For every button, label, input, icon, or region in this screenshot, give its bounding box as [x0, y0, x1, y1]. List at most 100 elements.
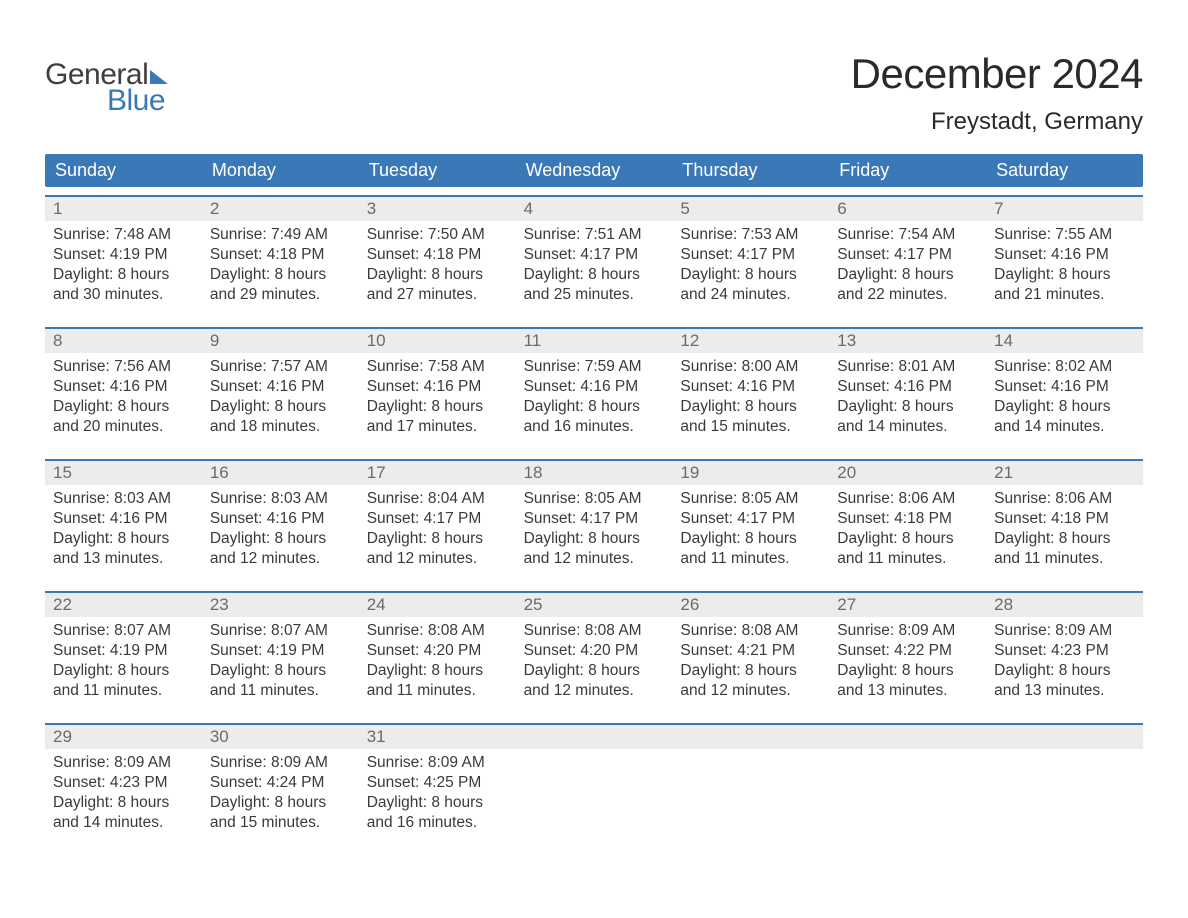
day-cell: 1 Sunrise: 7:48 AMSunset: 4:19 PMDaylight…	[45, 197, 202, 319]
day-cell: 7Sunrise: 7:55 AMSunset: 4:16 PMDaylight…	[986, 197, 1143, 319]
title-block: December 2024 Freystadt, Germany	[851, 50, 1143, 136]
weekday-thursday: Thursday	[672, 154, 829, 187]
day-number: 13	[829, 329, 986, 353]
info-line: Daylight: 8 hours	[53, 529, 194, 549]
day-info: Sunrise: 8:08 AMSunset: 4:21 PMDaylight:…	[672, 617, 829, 702]
info-line: Sunrise: 8:07 AM	[210, 621, 351, 641]
day-number: 19	[672, 461, 829, 485]
day-info: Sunrise: 8:06 AMSunset: 4:18 PMDaylight:…	[986, 485, 1143, 570]
empty-day-header	[516, 725, 673, 749]
info-line: and 14 minutes.	[994, 417, 1135, 437]
day-info: Sunrise: 7:53 AMSunset: 4:17 PMDaylight:…	[672, 221, 829, 306]
info-line: Sunset: 4:19 PM	[53, 641, 194, 661]
weekday-saturday: Saturday	[986, 154, 1143, 187]
day-number: 1	[45, 197, 202, 221]
info-line: Sunset: 4:25 PM	[367, 773, 508, 793]
day-cell: 3Sunrise: 7:50 AMSunset: 4:18 PMDaylight…	[359, 197, 516, 319]
day-info: Sunrise: 7:57 AMSunset: 4:16 PMDaylight:…	[202, 353, 359, 438]
day-info: Sunrise: 8:01 AMSunset: 4:16 PMDaylight:…	[829, 353, 986, 438]
info-line: Sunset: 4:19 PM	[53, 245, 194, 265]
day-info: Sunrise: 8:05 AMSunset: 4:17 PMDaylight:…	[672, 485, 829, 570]
info-line: Sunset: 4:16 PM	[53, 509, 194, 529]
day-number: 16	[202, 461, 359, 485]
info-line: and 12 minutes.	[210, 549, 351, 569]
day-number: 11	[516, 329, 673, 353]
info-line: and 21 minutes.	[994, 285, 1135, 305]
info-line: and 18 minutes.	[210, 417, 351, 437]
day-cell	[986, 725, 1143, 847]
info-line: and 16 minutes.	[367, 813, 508, 833]
info-line: Sunset: 4:16 PM	[680, 377, 821, 397]
info-line: and 12 minutes.	[524, 549, 665, 569]
info-line: and 11 minutes.	[367, 681, 508, 701]
day-number: 4	[516, 197, 673, 221]
day-cell: 29Sunrise: 8:09 AMSunset: 4:23 PMDayligh…	[45, 725, 202, 847]
info-line: Sunset: 4:16 PM	[210, 509, 351, 529]
info-line: Daylight: 8 hours	[680, 265, 821, 285]
info-line: Sunrise: 8:08 AM	[680, 621, 821, 641]
info-line: and 11 minutes.	[837, 549, 978, 569]
info-line: and 12 minutes.	[524, 681, 665, 701]
day-number: 18	[516, 461, 673, 485]
info-line: Sunrise: 8:03 AM	[53, 489, 194, 509]
empty-day-header	[672, 725, 829, 749]
day-number: 20	[829, 461, 986, 485]
info-line: Sunset: 4:24 PM	[210, 773, 351, 793]
day-number: 3	[359, 197, 516, 221]
day-number: 12	[672, 329, 829, 353]
day-number: 30	[202, 725, 359, 749]
info-line: Sunset: 4:16 PM	[53, 377, 194, 397]
info-line: Daylight: 8 hours	[367, 397, 508, 417]
week-row: 15Sunrise: 8:03 AMSunset: 4:16 PMDayligh…	[45, 459, 1143, 583]
info-line: and 13 minutes.	[837, 681, 978, 701]
day-number: 2	[202, 197, 359, 221]
day-info: Sunrise: 8:00 AMSunset: 4:16 PMDaylight:…	[672, 353, 829, 438]
calendar: Sunday Monday Tuesday Wednesday Thursday…	[45, 154, 1143, 847]
day-number: 17	[359, 461, 516, 485]
day-cell: 10Sunrise: 7:58 AMSunset: 4:16 PMDayligh…	[359, 329, 516, 451]
day-info: Sunrise: 8:08 AMSunset: 4:20 PMDaylight:…	[359, 617, 516, 702]
info-line: Daylight: 8 hours	[53, 793, 194, 813]
empty-day-header	[986, 725, 1143, 749]
day-info: Sunrise: 8:02 AMSunset: 4:16 PMDaylight:…	[986, 353, 1143, 438]
empty-day-header	[829, 725, 986, 749]
info-line: Sunset: 4:17 PM	[837, 245, 978, 265]
info-line: Sunset: 4:18 PM	[210, 245, 351, 265]
weekday-tuesday: Tuesday	[359, 154, 516, 187]
info-line: Sunrise: 7:57 AM	[210, 357, 351, 377]
info-line: Sunrise: 7:48 AM	[53, 225, 194, 245]
day-cell: 26Sunrise: 8:08 AMSunset: 4:21 PMDayligh…	[672, 593, 829, 715]
day-number: 10	[359, 329, 516, 353]
day-cell: 9Sunrise: 7:57 AMSunset: 4:16 PMDaylight…	[202, 329, 359, 451]
day-cell	[829, 725, 986, 847]
info-line: Sunrise: 8:03 AM	[210, 489, 351, 509]
location: Freystadt, Germany	[851, 108, 1143, 136]
info-line: Daylight: 8 hours	[994, 397, 1135, 417]
day-number: 21	[986, 461, 1143, 485]
info-line: and 29 minutes.	[210, 285, 351, 305]
logo: General Blue	[45, 50, 168, 118]
info-line: Sunrise: 7:53 AM	[680, 225, 821, 245]
info-line: Daylight: 8 hours	[53, 265, 194, 285]
day-info: Sunrise: 7:50 AMSunset: 4:18 PMDaylight:…	[359, 221, 516, 306]
day-cell: 22Sunrise: 8:07 AMSunset: 4:19 PMDayligh…	[45, 593, 202, 715]
day-number: 14	[986, 329, 1143, 353]
info-line: Sunrise: 8:09 AM	[210, 753, 351, 773]
info-line: Sunset: 4:17 PM	[524, 509, 665, 529]
day-number: 29	[45, 725, 202, 749]
info-line: Sunset: 4:16 PM	[837, 377, 978, 397]
info-line: Daylight: 8 hours	[53, 397, 194, 417]
info-line: Sunrise: 7:49 AM	[210, 225, 351, 245]
info-line: Daylight: 8 hours	[680, 661, 821, 681]
info-line: Sunrise: 8:01 AM	[837, 357, 978, 377]
day-number: 23	[202, 593, 359, 617]
day-info: Sunrise: 8:07 AMSunset: 4:19 PMDaylight:…	[45, 617, 202, 702]
info-line: Sunrise: 7:55 AM	[994, 225, 1135, 245]
day-info: Sunrise: 8:09 AMSunset: 4:24 PMDaylight:…	[202, 749, 359, 834]
info-line: Sunrise: 8:05 AM	[680, 489, 821, 509]
weekday-monday: Monday	[202, 154, 359, 187]
day-number: 6	[829, 197, 986, 221]
info-line: Daylight: 8 hours	[994, 265, 1135, 285]
info-line: Daylight: 8 hours	[210, 661, 351, 681]
info-line: Sunset: 4:17 PM	[367, 509, 508, 529]
